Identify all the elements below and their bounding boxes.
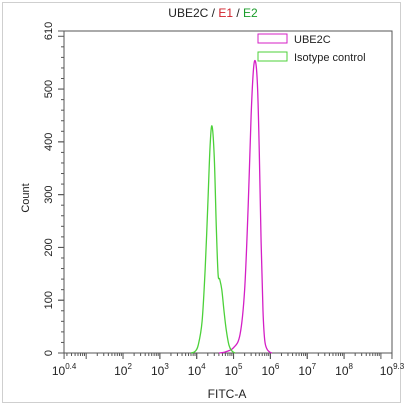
y-tick-label: 400: [43, 133, 55, 151]
x-tick-label: 109.3: [380, 362, 405, 378]
y-tick-label: 300: [43, 185, 55, 203]
x-tick-label: 102: [114, 362, 132, 378]
x-tick-label: 107: [298, 362, 316, 378]
y-axis-ticks: 0 100 200 300 400 500 610: [43, 22, 64, 356]
y-tick-label: 500: [43, 80, 55, 98]
y-axis-label: Count: [20, 183, 32, 212]
legend-label-ube2c: UBE2C: [294, 34, 331, 46]
chart-title-part: /: [233, 6, 243, 20]
chart-title: UBE2C / E1 / E2: [168, 6, 258, 20]
x-tick-label: 105: [225, 362, 243, 378]
y-tick-label: 0: [43, 350, 55, 356]
series-line-isotype-control: [190, 125, 236, 354]
series-line-ube2c: [218, 59, 273, 354]
x-tick-label: 104: [188, 362, 206, 378]
y-tick-label: 610: [43, 22, 55, 40]
y-tick-label: 100: [43, 291, 55, 309]
chart-title-part: /: [208, 6, 218, 20]
x-axis-label: FITC-A: [208, 387, 247, 401]
chart-title-part: UBE2C: [168, 6, 208, 20]
chart-title-part: E2: [243, 6, 258, 20]
series-layer: [190, 59, 273, 354]
legend-swatch-isotype: [257, 51, 288, 62]
plot-area: [63, 30, 393, 354]
legend-label-isotype: Isotype control: [294, 52, 366, 64]
x-tick-label: 106: [261, 362, 279, 378]
legend-swatch-ube2c: [257, 33, 288, 44]
x-tick-label: 103: [151, 362, 169, 378]
x-tick-label: 100.4: [52, 362, 77, 378]
chart-frame: [2, 2, 401, 403]
chart-title-part: E1: [218, 6, 233, 20]
y-tick-label: 200: [43, 238, 55, 256]
legend: UBE2C Isotype control: [257, 33, 366, 64]
x-tick-label: 108: [335, 362, 353, 378]
x-axis-ticks: 100.4 102 103 104 105 106 107 108 109.3: [52, 353, 405, 378]
